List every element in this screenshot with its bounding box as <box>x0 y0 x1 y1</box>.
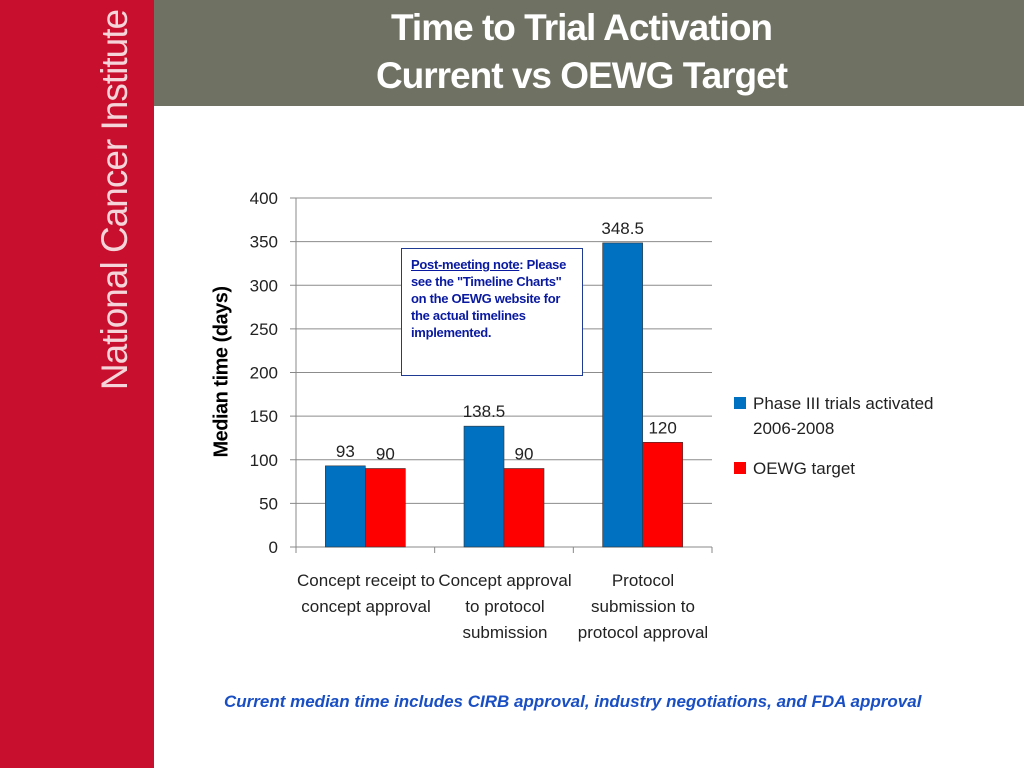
post-meeting-note-box: Post-meeting note: Please see the "Timel… <box>401 248 583 376</box>
data-label: 90 <box>515 444 534 463</box>
sidebar: National Cancer Institute <box>0 0 154 768</box>
legend-label-series1: Phase III trials activated 2006-2008 <box>753 394 934 438</box>
title-line-2: Current vs OEWG Target <box>375 55 788 96</box>
data-label: 93 <box>336 442 355 461</box>
y-tick-label: 150 <box>250 407 278 426</box>
note-heading-suffix: : <box>519 257 524 272</box>
category-label-1: Concept receipt to concept approval <box>297 571 435 616</box>
legend-label-series2: OEWG target <box>753 459 856 478</box>
legend-swatch-series1 <box>734 397 746 409</box>
category-label-2: Concept approval to protocol submission <box>438 571 572 642</box>
note-heading: Post-meeting note <box>411 257 520 272</box>
page-title: Time to Trial Activation Current vs OEWG… <box>154 4 1009 100</box>
bar-series1-cat2 <box>463 425 505 548</box>
bar-series2-cat1 <box>365 468 406 548</box>
header-bar: Time to Trial Activation Current vs OEWG… <box>154 0 1024 106</box>
y-tick-label: 50 <box>259 494 278 513</box>
bar-series1-cat1 <box>325 465 366 548</box>
data-label: 348.5 <box>601 219 644 238</box>
y-tick-label: 250 <box>250 320 278 339</box>
y-tick-label: 200 <box>250 364 278 383</box>
y-tick-label: 300 <box>250 276 278 295</box>
footnote: Current median time includes CIRB approv… <box>224 692 922 711</box>
title-line-1: Time to Trial Activation <box>390 7 773 48</box>
y-axis-label: Median time (days) <box>210 286 233 458</box>
legend-item-series1: Phase III trials activated 2006-2008 <box>734 391 974 441</box>
note-body: Please see the "Timeline Charts" on the … <box>411 257 567 340</box>
y-tick-label: 350 <box>250 233 278 252</box>
data-label: 120 <box>648 418 676 437</box>
y-tick-label: 400 <box>250 189 278 208</box>
category-label-3: Protocol submission to protocol approval <box>577 571 709 642</box>
legend-item-series2: OEWG target <box>734 456 934 481</box>
bar-series1-cat3 <box>602 242 643 548</box>
y-tick-label: 0 <box>269 538 278 557</box>
bar-series2-cat2 <box>503 468 545 548</box>
y-tick-label: 100 <box>250 451 278 470</box>
legend-swatch-series2 <box>734 462 746 474</box>
bar-series2-cat3 <box>642 441 683 548</box>
data-label: 90 <box>376 444 395 463</box>
data-label: 138.5 <box>463 402 506 421</box>
